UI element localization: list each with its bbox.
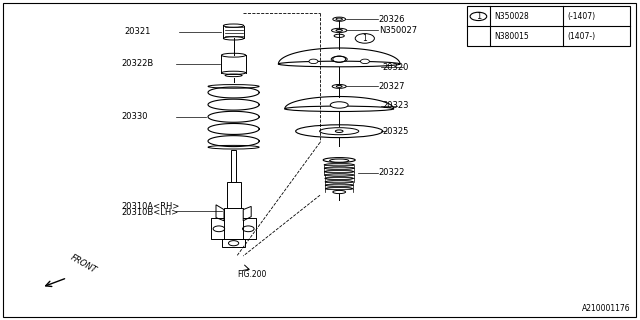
Text: 1: 1 <box>476 12 481 21</box>
Ellipse shape <box>325 184 353 187</box>
Text: 20310B<LH>: 20310B<LH> <box>122 208 179 217</box>
Text: 20327: 20327 <box>379 82 405 91</box>
Text: FIG.200: FIG.200 <box>237 270 266 279</box>
Polygon shape <box>243 206 252 221</box>
Ellipse shape <box>332 28 347 32</box>
Ellipse shape <box>333 190 346 194</box>
Ellipse shape <box>326 184 353 186</box>
Text: 20325: 20325 <box>382 127 408 136</box>
Ellipse shape <box>325 177 354 180</box>
Bar <box>222 239 245 247</box>
Circle shape <box>309 59 318 64</box>
Text: 20323: 20323 <box>382 101 408 110</box>
Text: 20326: 20326 <box>379 15 405 24</box>
Ellipse shape <box>330 159 349 162</box>
Ellipse shape <box>334 34 344 37</box>
Text: N350028: N350028 <box>495 12 529 21</box>
Ellipse shape <box>332 84 346 88</box>
Ellipse shape <box>324 170 354 173</box>
Ellipse shape <box>323 157 355 163</box>
Ellipse shape <box>325 187 353 190</box>
Ellipse shape <box>324 167 354 169</box>
Circle shape <box>470 12 487 20</box>
Text: (1407-): (1407-) <box>567 32 595 41</box>
Ellipse shape <box>332 56 348 62</box>
Ellipse shape <box>325 177 353 179</box>
Ellipse shape <box>330 102 348 108</box>
Circle shape <box>355 34 374 43</box>
Ellipse shape <box>296 125 383 138</box>
Ellipse shape <box>324 164 354 166</box>
Ellipse shape <box>325 181 353 183</box>
Text: 20310A<RH>: 20310A<RH> <box>122 202 180 211</box>
Ellipse shape <box>324 164 355 166</box>
Text: N380015: N380015 <box>495 32 529 41</box>
Ellipse shape <box>326 188 353 189</box>
Text: N350027: N350027 <box>379 26 417 35</box>
Ellipse shape <box>319 128 359 135</box>
Text: 20321: 20321 <box>125 28 151 36</box>
Bar <box>467 6 630 46</box>
Ellipse shape <box>325 174 353 176</box>
Polygon shape <box>216 205 224 221</box>
Ellipse shape <box>285 106 394 111</box>
Ellipse shape <box>333 17 346 21</box>
Bar <box>231 150 237 182</box>
Ellipse shape <box>325 180 353 183</box>
Text: (-1407): (-1407) <box>567 12 595 21</box>
Ellipse shape <box>324 167 354 170</box>
Ellipse shape <box>325 171 353 172</box>
Text: 20330: 20330 <box>122 112 148 121</box>
Circle shape <box>360 59 369 64</box>
Bar <box>227 182 241 208</box>
Text: 20322: 20322 <box>379 168 405 177</box>
Bar <box>224 208 243 242</box>
Text: A210001176: A210001176 <box>582 304 630 313</box>
Text: FRONT: FRONT <box>68 253 98 275</box>
Ellipse shape <box>278 61 400 67</box>
Text: 20320: 20320 <box>382 63 408 72</box>
Text: 20322B: 20322B <box>122 60 154 68</box>
Text: 1: 1 <box>362 34 367 43</box>
Ellipse shape <box>324 174 354 176</box>
